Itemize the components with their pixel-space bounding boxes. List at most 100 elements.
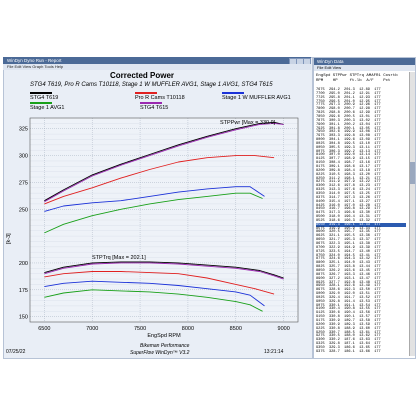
data-table-row[interactable]: 8200 309.8 198.4 13.18 177 bbox=[316, 168, 381, 173]
data-table-row[interactable]: 9025 329.4 191.7 13.52 177 bbox=[316, 295, 381, 300]
data-table-row[interactable]: 9050 329.8 191.4 13.53 177 bbox=[316, 299, 381, 304]
footer-time: 13:21:14 bbox=[264, 349, 284, 355]
data-table-row[interactable]: 7975 303.3 199.8 13.08 177 bbox=[316, 134, 381, 139]
ticks-layer: 6500 7000 7500 8000 8500 9000 250 275 300 325 150 1… bbox=[19, 127, 290, 332]
x-tick-label: 7500 bbox=[134, 326, 146, 332]
footer-date: 07/25/22 bbox=[6, 349, 26, 355]
data-table-row[interactable]: 8150 308.4 198.7 13.16 177 bbox=[316, 161, 381, 166]
data-table-row[interactable]: 9000 329.0 192.0 13.51 177 bbox=[316, 292, 381, 297]
data-table-row[interactable]: 8050 305.5 199.3 13.11 177 bbox=[316, 145, 381, 150]
x-tick-label: 7000 bbox=[86, 326, 98, 332]
data-table-row[interactable]: 8325 313.3 197.6 13.24 177 bbox=[316, 188, 381, 193]
data-table-scrollbar[interactable] bbox=[409, 72, 415, 356]
data-table-menu[interactable]: File Edit View bbox=[314, 65, 415, 71]
data-table-row[interactable]: 8975 328.6 192.3 13.50 177 bbox=[316, 288, 381, 293]
data-table-row[interactable]: 8300 312.6 197.8 13.23 177 bbox=[316, 184, 381, 189]
data-table-row[interactable]: 8525 318.6 196.3 13.32 177 bbox=[316, 218, 381, 223]
data-table-row[interactable]: 8625 321.1 195.5 13.36 177 bbox=[316, 234, 381, 239]
legend-label-stage1: Stage 1 AVG1 bbox=[30, 105, 65, 111]
data-table-row[interactable]: 9275 330.5 188.0 13.62 177 bbox=[316, 334, 381, 339]
data-table-window: WinDyn Data File Edit View EngSpd STPPwr… bbox=[313, 57, 416, 359]
y-tick-label: 325 bbox=[19, 127, 28, 133]
series-line-torque-3 bbox=[44, 289, 263, 312]
data-table-row[interactable]: 8600 320.5 195.7 13.35 177 bbox=[316, 230, 381, 235]
data-table-row[interactable]: 8175 309.1 198.6 13.17 177 bbox=[316, 165, 381, 169]
chart-subtitle: STG4 T619, Pro R Cams T10118, Stage 1 W … bbox=[30, 82, 273, 88]
data-table-row[interactable]: 9125 330.6 190.4 13.56 177 bbox=[316, 311, 381, 316]
data-table-row[interactable]: 8850 326.2 193.6 13.45 177 bbox=[316, 268, 381, 273]
data-table-row[interactable]: 7775 297.3 200.9 12.96 177 bbox=[316, 103, 381, 108]
data-table-row[interactable]: 7825 298.8 200.6 12.99 177 bbox=[316, 111, 381, 116]
data-table-row[interactable]: 8775 324.6 194.3 13.42 177 bbox=[316, 257, 381, 262]
series-line-torque-0 bbox=[44, 261, 284, 279]
annotation-max-torque: STPTrq [Max = 202.1] bbox=[92, 255, 146, 261]
data-table-row[interactable]: 9075 330.1 191.1 13.54 177 bbox=[316, 303, 381, 308]
plot-area-border bbox=[29, 117, 299, 323]
data-table-row[interactable]: 7900 301.1 200.2 13.04 177 bbox=[316, 122, 381, 127]
data-table-row[interactable]: 8875 326.7 193.3 13.46 177 bbox=[316, 272, 381, 277]
data-table-row[interactable]: 8900 327.2 193.1 13.47 177 bbox=[316, 276, 381, 281]
data-table-row[interactable]: 8350 314.0 197.5 13.25 177 bbox=[316, 191, 381, 196]
legend-swatch-stage1-muffler bbox=[222, 92, 244, 94]
data-table-row[interactable]: 8250 311.2 198.1 13.21 177 bbox=[316, 176, 381, 181]
data-table-row[interactable]: 8075 306.3 199.2 13.13 177 bbox=[316, 149, 381, 154]
data-table-row[interactable]: 7850 299.6 200.5 13.01 177 bbox=[316, 114, 381, 119]
data-table-row[interactable]: 8825 325.7 193.8 13.44 177 bbox=[316, 265, 381, 270]
data-table-row[interactable]: 8500 318.0 196.4 13.31 177 bbox=[316, 215, 381, 220]
data-table-row[interactable]: 9250 330.7 188.5 13.61 177 bbox=[316, 330, 381, 335]
y-tick-label: 275 bbox=[19, 180, 28, 186]
data-table-row[interactable]: 9175 330.9 189.7 13.58 177 bbox=[316, 319, 381, 323]
data-table-row[interactable]: 8375 314.7 197.3 13.26 177 bbox=[316, 195, 381, 200]
data-table-row[interactable]: 8000 304.1 199.6 13.09 177 bbox=[316, 138, 381, 143]
x-axis-label: EngSpd RPM bbox=[147, 333, 181, 339]
data-table-menu-items[interactable]: File Edit View bbox=[317, 65, 342, 70]
data-table-row[interactable]: 7675 294.2 201.3 12.89 177 bbox=[316, 88, 381, 92]
data-table-row[interactable]: 8725 323.5 194.7 13.40 177 bbox=[316, 249, 381, 254]
data-table-row[interactable]: 9375 328.7 186.1 13.66 177 bbox=[316, 349, 381, 354]
y-tick-label: 200 bbox=[19, 261, 28, 267]
data-table-row[interactable]: 9225 330.8 188.9 13.60 177 bbox=[316, 326, 381, 331]
data-table-columns: EngSpd STPPwr STPTrq AMAFR1 Cosrtb bbox=[316, 74, 398, 78]
data-table-row[interactable]: 8750 324.0 194.5 13.41 177 bbox=[316, 253, 381, 258]
data-table-row[interactable]: 8550 319.3 196.1 13.33 177 bbox=[316, 222, 406, 227]
series-layer bbox=[44, 121, 284, 312]
series-line-power-4 bbox=[44, 122, 284, 203]
data-table-row[interactable]: 9350 329.3 186.6 13.65 177 bbox=[316, 345, 381, 350]
data-table-row[interactable]: 8100 307.0 199.0 13.14 177 bbox=[316, 153, 381, 158]
data-table-row[interactable]: 8450 316.7 196.8 13.29 177 bbox=[316, 207, 381, 212]
data-table-row[interactable]: 7750 296.5 201.0 12.95 177 bbox=[316, 99, 381, 104]
data-table-row[interactable]: 7800 298.0 200.7 12.98 177 bbox=[316, 107, 381, 112]
data-table-row[interactable]: 8800 325.1 194.0 13.43 177 bbox=[316, 261, 381, 266]
data-table-row[interactable]: 7950 302.6 199.9 13.06 177 bbox=[316, 130, 381, 135]
data-table-row[interactable]: 8675 322.3 195.1 13.38 177 bbox=[316, 242, 381, 246]
data-table-row[interactable]: 7700 295.0 201.2 12.91 177 bbox=[316, 91, 381, 96]
data-table-row[interactable]: 8225 310.5 198.3 13.20 177 bbox=[316, 172, 381, 177]
legend-label-stage1-muffler: Stage 1 W MUFFLER AVG1 bbox=[222, 95, 291, 101]
data-table-titlebar[interactable]: WinDyn Data bbox=[314, 58, 415, 65]
data-table-row[interactable]: 8025 304.8 199.5 13.10 177 bbox=[316, 141, 381, 146]
data-table-row[interactable]: 8700 322.9 194.9 13.39 177 bbox=[316, 245, 381, 250]
scrollbar-thumb[interactable] bbox=[410, 162, 415, 184]
data-table-row[interactable]: 8925 327.7 192.8 13.48 177 bbox=[316, 280, 381, 285]
data-table-row[interactable]: 7875 300.3 200.3 13.02 177 bbox=[316, 118, 381, 123]
data-table-row[interactable]: 8400 315.4 197.1 13.27 177 bbox=[316, 199, 381, 204]
data-table-row[interactable]: 8650 321.7 195.3 13.37 177 bbox=[316, 238, 381, 243]
data-table-row[interactable]: 7925 301.8 200.1 13.05 177 bbox=[316, 126, 381, 131]
data-table-row[interactable]: 8125 307.7 198.9 13.15 177 bbox=[316, 157, 381, 162]
data-table-row[interactable]: 9300 330.2 187.6 13.63 177 bbox=[316, 338, 381, 343]
data-table-row[interactable]: 9150 330.8 190.1 13.57 177 bbox=[316, 315, 381, 320]
data-table-row[interactable]: 8950 328.1 192.6 13.49 177 bbox=[316, 284, 381, 289]
data-table-row[interactable]: 9100 330.4 190.8 13.55 177 bbox=[316, 307, 381, 312]
data-table-row[interactable]: 8575 319.9 195.9 13.34 177 bbox=[316, 226, 381, 231]
data-table-row[interactable]: 8275 311.9 197.9 13.22 177 bbox=[316, 180, 381, 185]
data-table-row[interactable]: 9200 330.9 189.3 13.59 177 bbox=[316, 322, 381, 327]
menu-items[interactable]: File Edit View Graph Tools Help bbox=[7, 64, 64, 69]
menu-bar[interactable]: File Edit View Graph Tools Help bbox=[3, 64, 311, 70]
data-table-row[interactable]: 8425 316.0 197.0 13.28 177 bbox=[316, 203, 381, 208]
data-table-row[interactable]: 8475 317.3 196.6 13.30 177 bbox=[316, 211, 381, 216]
data-table-row[interactable]: 7725 295.8 201.1 12.93 177 bbox=[316, 95, 381, 100]
data-table-row[interactable]: 9325 329.8 187.1 13.64 177 bbox=[316, 342, 381, 347]
footer-software: SuperFlow WinDyn™ V3.2 bbox=[130, 350, 190, 356]
